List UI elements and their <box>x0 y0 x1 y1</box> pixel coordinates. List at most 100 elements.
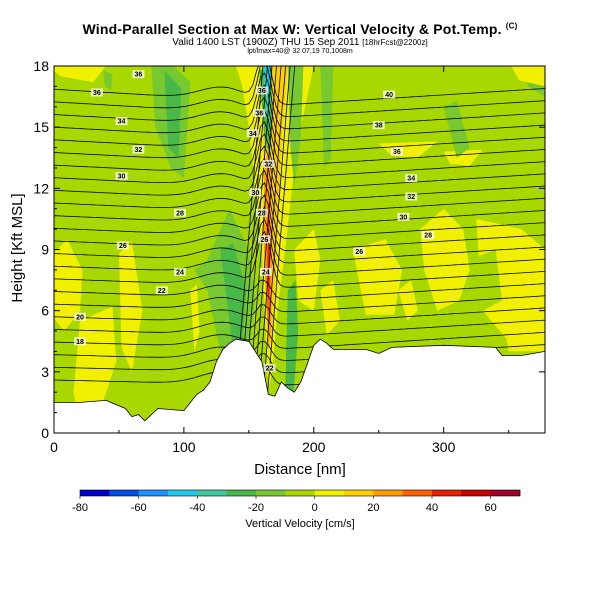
contour-label-bg <box>405 192 418 201</box>
isentrope-steep <box>244 66 273 393</box>
colorbar-tick-label: -80 <box>72 502 88 514</box>
y-axis-title: Height [Kft MSL] <box>9 193 26 302</box>
contour-label-bg <box>259 267 272 276</box>
colorbar-tick-label: 40 <box>426 502 438 514</box>
contour-label-bg <box>255 208 268 217</box>
isentrope-steep <box>262 66 291 393</box>
contour-label: 32 <box>407 194 415 201</box>
field-band <box>103 70 113 91</box>
contour-label-bg <box>253 108 266 117</box>
contour-label-bg <box>73 312 86 321</box>
contour-label-bg <box>255 86 268 95</box>
contour-label: 22 <box>266 365 274 372</box>
colorbar-tick-label: -60 <box>131 502 147 514</box>
contour-label-bg <box>390 147 403 156</box>
field-band <box>54 239 83 332</box>
contour-label-bg <box>115 117 128 126</box>
field-band <box>190 284 200 352</box>
contour-label-bg <box>372 121 385 130</box>
isentrope <box>54 218 545 276</box>
isentrope <box>54 169 545 227</box>
contour-label: 24 <box>176 269 184 276</box>
field-band <box>443 100 470 158</box>
y-tick-label: 6 <box>41 303 49 319</box>
contour-label: 36 <box>93 90 101 97</box>
isentrope-steep <box>235 66 264 393</box>
x-axis-title: Distance [nm] <box>254 461 346 478</box>
y-tick-label: 9 <box>41 242 49 258</box>
contour-label: 32 <box>264 161 272 168</box>
isentrope <box>54 72 545 130</box>
field-band <box>220 243 247 352</box>
sub-line: lpt/lmax=40@ 32 07,19 70,1008m <box>247 48 353 55</box>
valid-time-text: Valid 1400 LST (1900Z) THU 15 Sep 2011 <box>172 37 360 48</box>
field-band <box>320 66 334 168</box>
isentrope-steep <box>258 66 286 393</box>
contour-label-bg <box>73 337 86 346</box>
colorbar-tick-label: 60 <box>485 502 497 514</box>
isentrope <box>54 304 545 325</box>
contour-label-bg <box>397 212 410 221</box>
isentrope-steep <box>249 66 277 393</box>
contour-label-bg <box>173 267 186 276</box>
y-tick-label: 12 <box>33 180 49 196</box>
contour-label-bg <box>263 363 276 372</box>
field-band <box>54 66 106 83</box>
colorbar-swatch <box>432 490 462 496</box>
contour-label: 38 <box>375 123 383 130</box>
x-tick-label: 0 <box>50 439 58 455</box>
isentrope <box>54 279 545 300</box>
isentrope <box>54 66 545 118</box>
contour-label: 36 <box>393 149 401 156</box>
contour-label-bg <box>422 231 435 240</box>
forecast-suffix: [18hrFcst@2200z] <box>362 38 428 47</box>
isentrope <box>54 157 545 215</box>
x-tick-label: 200 <box>302 439 326 455</box>
isentrope <box>54 133 545 191</box>
colorbar-swatch <box>226 490 257 496</box>
isentrope <box>54 194 545 252</box>
contour-label: 22 <box>158 288 166 295</box>
y-tick-label: 0 <box>41 425 49 441</box>
colorbar-swatch <box>314 490 345 496</box>
colorbar-tick-label: -40 <box>189 502 205 514</box>
isentrope <box>54 206 545 264</box>
contour-label-bg <box>383 90 396 99</box>
colorbar-swatch <box>138 490 169 496</box>
field-band <box>164 70 182 158</box>
colorbar: -80 -60 -40 -20 0 20 40 60 <box>72 489 521 514</box>
contour-label: 34 <box>249 131 257 138</box>
isentrope <box>54 121 545 178</box>
isentrope <box>54 316 545 337</box>
colorbar-tick-label: 20 <box>367 502 379 514</box>
contour-label-bg <box>132 70 145 79</box>
contour-label: 40 <box>385 92 393 99</box>
colorbar-swatch <box>285 490 315 496</box>
field-band <box>285 280 299 403</box>
colorbar-swatch <box>344 490 374 496</box>
isentrope-steep <box>240 66 268 393</box>
field-band <box>73 306 117 427</box>
contour-label: 26 <box>119 243 127 250</box>
contour-label: 24 <box>262 269 270 276</box>
colorbar-frame <box>79 489 521 497</box>
contour-label: 26 <box>355 249 363 256</box>
x-axis: 0 100 200 300 <box>50 66 510 455</box>
colorbar-swatch <box>80 490 110 496</box>
contour-label-bg <box>405 174 418 183</box>
colorbar-swatch <box>373 490 403 496</box>
isentrope-steep <box>253 66 282 393</box>
contour-label-bg <box>173 208 186 217</box>
field-band <box>287 66 304 189</box>
colorbar-tick-label: 0 <box>312 502 318 514</box>
colorbar-swatch <box>168 490 198 496</box>
contour-label: 34 <box>118 119 126 126</box>
contour-label-bg <box>353 247 366 256</box>
contour-label: 28 <box>258 210 266 217</box>
isentrope <box>54 96 545 154</box>
vertical-velocity-field <box>54 66 545 427</box>
theta-contours <box>54 66 545 393</box>
isentrope-steep <box>267 66 296 393</box>
contour-label: 18 <box>76 339 84 346</box>
